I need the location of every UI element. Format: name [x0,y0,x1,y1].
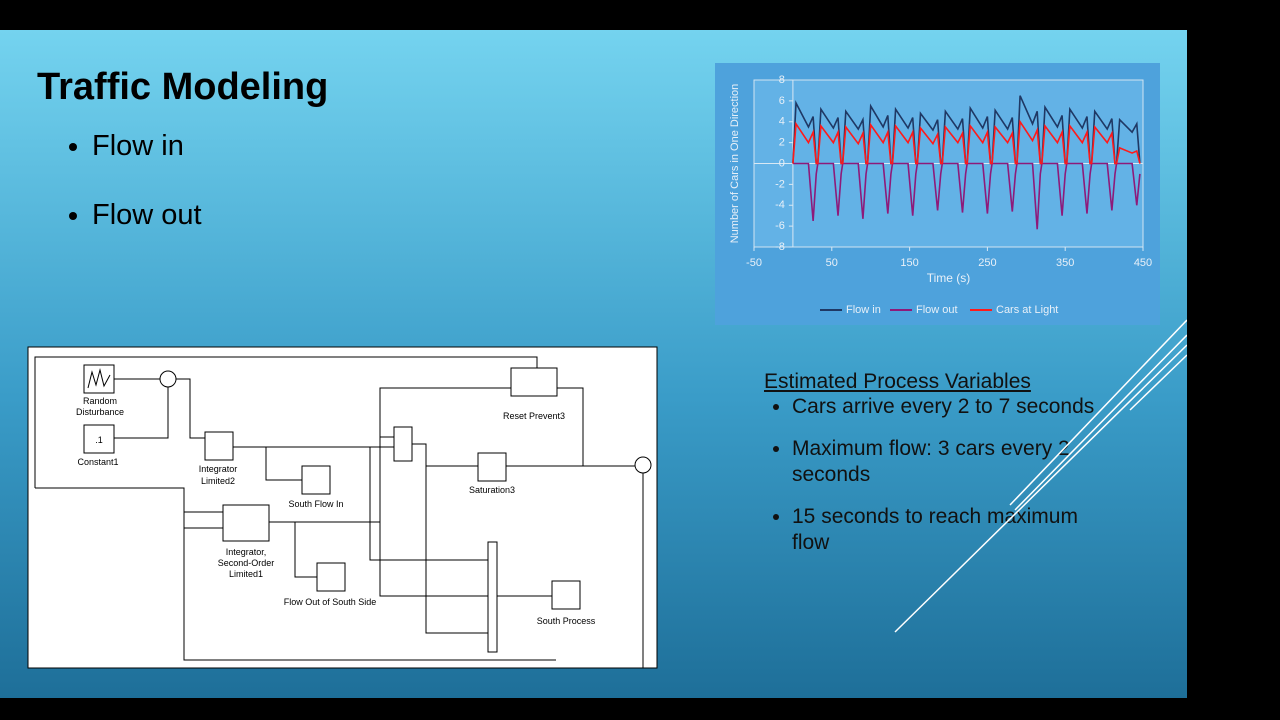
y-tick-label: 0 [779,157,785,169]
bullet: Flow out [92,199,202,232]
x-axis-label: Time (s) [927,271,971,285]
diagram-background [27,346,658,669]
block [83,364,115,394]
block [83,424,115,454]
block-label: Disturbance [76,407,124,417]
block-label: Flow Out of South Side [284,597,377,607]
legend-label: Flow in [846,304,881,316]
series-line [792,119,1141,165]
block [316,562,346,592]
block [510,367,558,397]
note: Cars arrive every 2 to 7 seconds [792,394,1109,420]
x-tick-label: -50 [746,257,762,269]
block [222,504,270,542]
block [393,426,413,462]
sum [634,456,652,474]
block [477,452,507,482]
x-tick-label: 350 [1056,257,1074,269]
diagram: .1 Random Disturbance Constant1 Integrat… [27,346,658,669]
x-tick-label: 150 [900,257,918,269]
y-axis-label: Number of Cars in One Direction [729,84,741,244]
decoration [894,319,1187,633]
x-tick-label: 50 [826,257,838,269]
legend-label: Cars at Light [996,304,1058,316]
block-label: Reset Prevent3 [503,411,565,421]
overlay: -8 -6 -4 -2 0 2 4 6 8 -50 50 150 250 350 450 Time (s) Nu… [0,0,1187,669]
y-tick-label: -2 [775,178,785,190]
title: Traffic Modeling [37,66,329,108]
y-tick-label: -8 [775,241,785,253]
x-tick-label: 250 [978,257,996,269]
block [301,465,331,495]
block-label: Limited1 [229,569,263,579]
constant: .1 [95,435,103,445]
mux [487,541,498,653]
block-label: Random [83,396,117,406]
note: Maximum flow: 3 cars every 2 seconds [792,436,1109,488]
chart: -8 -6 -4 -2 0 2 4 6 8 -50 50 150 250 350 450 Time (s) Nu… [715,63,1160,325]
y-tick-label: -6 [775,220,785,232]
block [204,431,234,461]
bullet: Flow in [92,130,202,163]
y-tick-label: 8 [779,74,785,86]
x-tick-label: 450 [1134,257,1152,269]
block-label: Second-Order [218,558,275,568]
block-label: Saturation3 [469,485,515,495]
block-label: Integrator [199,464,238,474]
y-tick-label: 2 [779,137,785,149]
block-label: Limited2 [201,476,235,486]
legend-label: Flow out [916,304,958,316]
frame [0,0,1187,30]
notes-heading: Estimated Process Variables [764,370,1031,393]
block-label: South Process [537,616,596,626]
series-line [792,162,1141,230]
y-tick-label: 4 [779,116,785,128]
block-label: Constant1 [77,457,118,467]
block-label: Integrator, [226,547,267,557]
y-tick-label: -4 [775,199,785,211]
y-tick-label: 6 [779,95,785,107]
block [551,580,581,610]
sum [159,370,177,388]
bullets: Flow in Flow out [92,130,202,268]
block-label: South Flow In [288,499,343,509]
icon [87,368,111,389]
